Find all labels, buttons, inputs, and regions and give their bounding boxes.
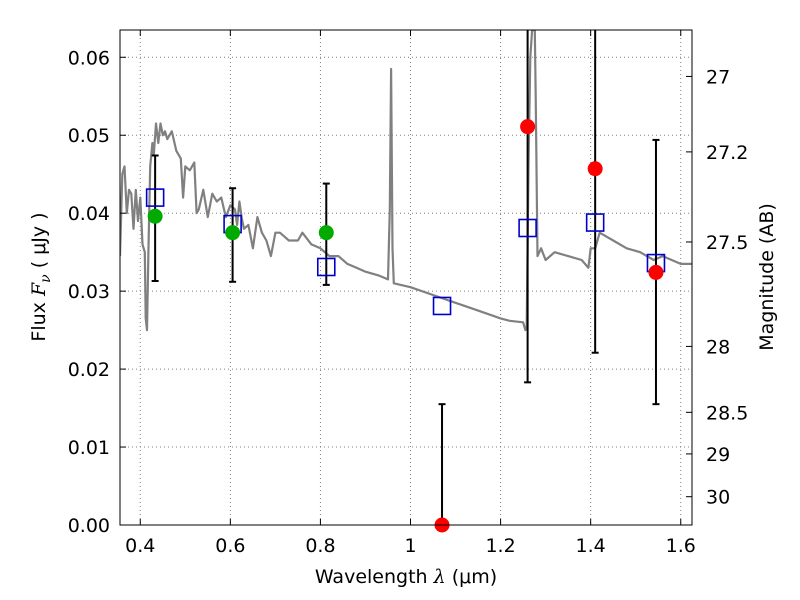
observed-flux-green-dot	[318, 225, 334, 241]
model-flux-square	[518, 218, 537, 238]
series-layer	[120, 30, 692, 332]
x-tick-label: 0.6	[215, 535, 245, 557]
magnitude-tick-label: 29	[706, 444, 730, 466]
plot-background	[120, 30, 692, 525]
x-tick-label: 0.8	[305, 535, 335, 557]
observed-flux-red-dot	[520, 119, 536, 135]
y-tick-label: 0.01	[68, 437, 110, 459]
magnitude-tick-label: 28	[706, 336, 730, 358]
tick-layer	[120, 30, 692, 526]
y-tick-label: 0.02	[68, 359, 110, 381]
x-tick-label: 0.4	[125, 535, 155, 557]
right-axis-label: Magnitude (AB)	[756, 203, 778, 351]
x-tick-labels: 0.4 0.6 0.8 1 1.2 1.4 1.6	[125, 535, 696, 557]
magnitude-tick-labels: 27 27.2 27.5 28 28.5 29 30	[706, 66, 748, 508]
x-axis-label: Wavelength λ (μm)	[315, 566, 497, 588]
observed-flux-red-dot	[648, 264, 664, 280]
x-tick-label: 1.6	[666, 535, 696, 557]
errorbar-layer	[151, 30, 660, 525]
magnitude-tick-label: 30	[706, 487, 730, 509]
magnitude-tick-label: 28.5	[706, 402, 748, 424]
observed-flux-red-dot	[587, 161, 603, 177]
magnitude-tick-label: 27	[706, 66, 730, 88]
model-spectrum-line	[120, 30, 692, 332]
model-flux-square	[585, 213, 605, 232]
model-flux-square	[316, 257, 336, 277]
observed-flux-green-dot	[225, 225, 241, 241]
magnitude-tick-label: 27.5	[706, 232, 748, 254]
grid	[120, 30, 692, 525]
x-tick-label: 1.4	[576, 535, 606, 557]
y-tick-labels: 0.00 0.01 0.02 0.03 0.04 0.05 0.06	[68, 47, 110, 537]
model-flux-square	[432, 296, 452, 316]
y-tick-label: 0.04	[68, 203, 110, 225]
x-tick-label: 1.2	[485, 535, 515, 557]
y-tick-label: 0.03	[68, 281, 110, 303]
x-tick-label: 1	[404, 535, 416, 557]
plot-frame	[119, 29, 693, 526]
y-tick-label: 0.00	[68, 515, 110, 537]
y-axis-label: Flux Fν ( μJy )	[28, 212, 54, 341]
y-tick-label: 0.05	[68, 125, 110, 147]
model-flux-square	[145, 188, 165, 207]
magnitude-tick-label: 27.2	[706, 142, 748, 164]
y-tick-label: 0.06	[68, 47, 110, 69]
observed-flux-green-dot	[147, 208, 163, 224]
